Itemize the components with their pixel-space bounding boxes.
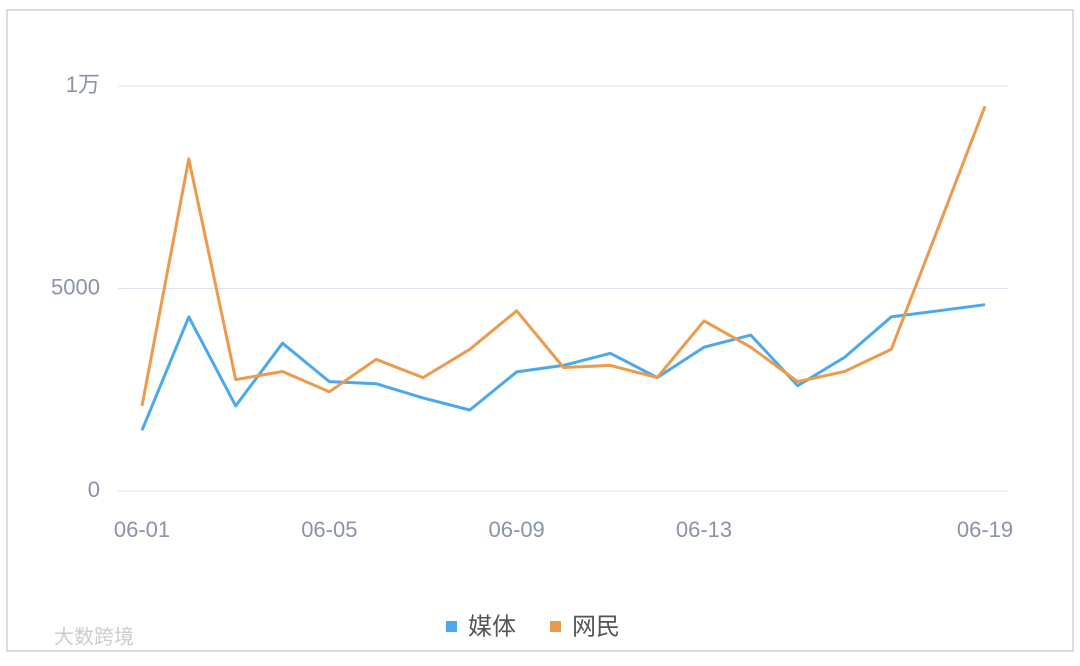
legend-label: 网民 [572, 613, 620, 640]
frame [6, 9, 1074, 652]
x-tick-label: 06-05 [301, 517, 357, 542]
x-tick-label: 06-13 [676, 517, 732, 542]
y-tick-label: 0 [88, 477, 100, 502]
x-tick-label: 06-09 [489, 517, 545, 542]
line [140, 105, 987, 407]
legend-swatch [550, 621, 561, 632]
x-tick-label: 06-01 [114, 517, 170, 542]
y-tick-label: 5000 [51, 274, 100, 299]
x-tick-label: 06-19 [957, 517, 1013, 542]
y-tick-label: 1万 [66, 72, 100, 97]
legend-label: 媒体 [468, 613, 516, 640]
watermark: 大数跨境 [54, 625, 134, 648]
legend-swatch [446, 621, 457, 632]
